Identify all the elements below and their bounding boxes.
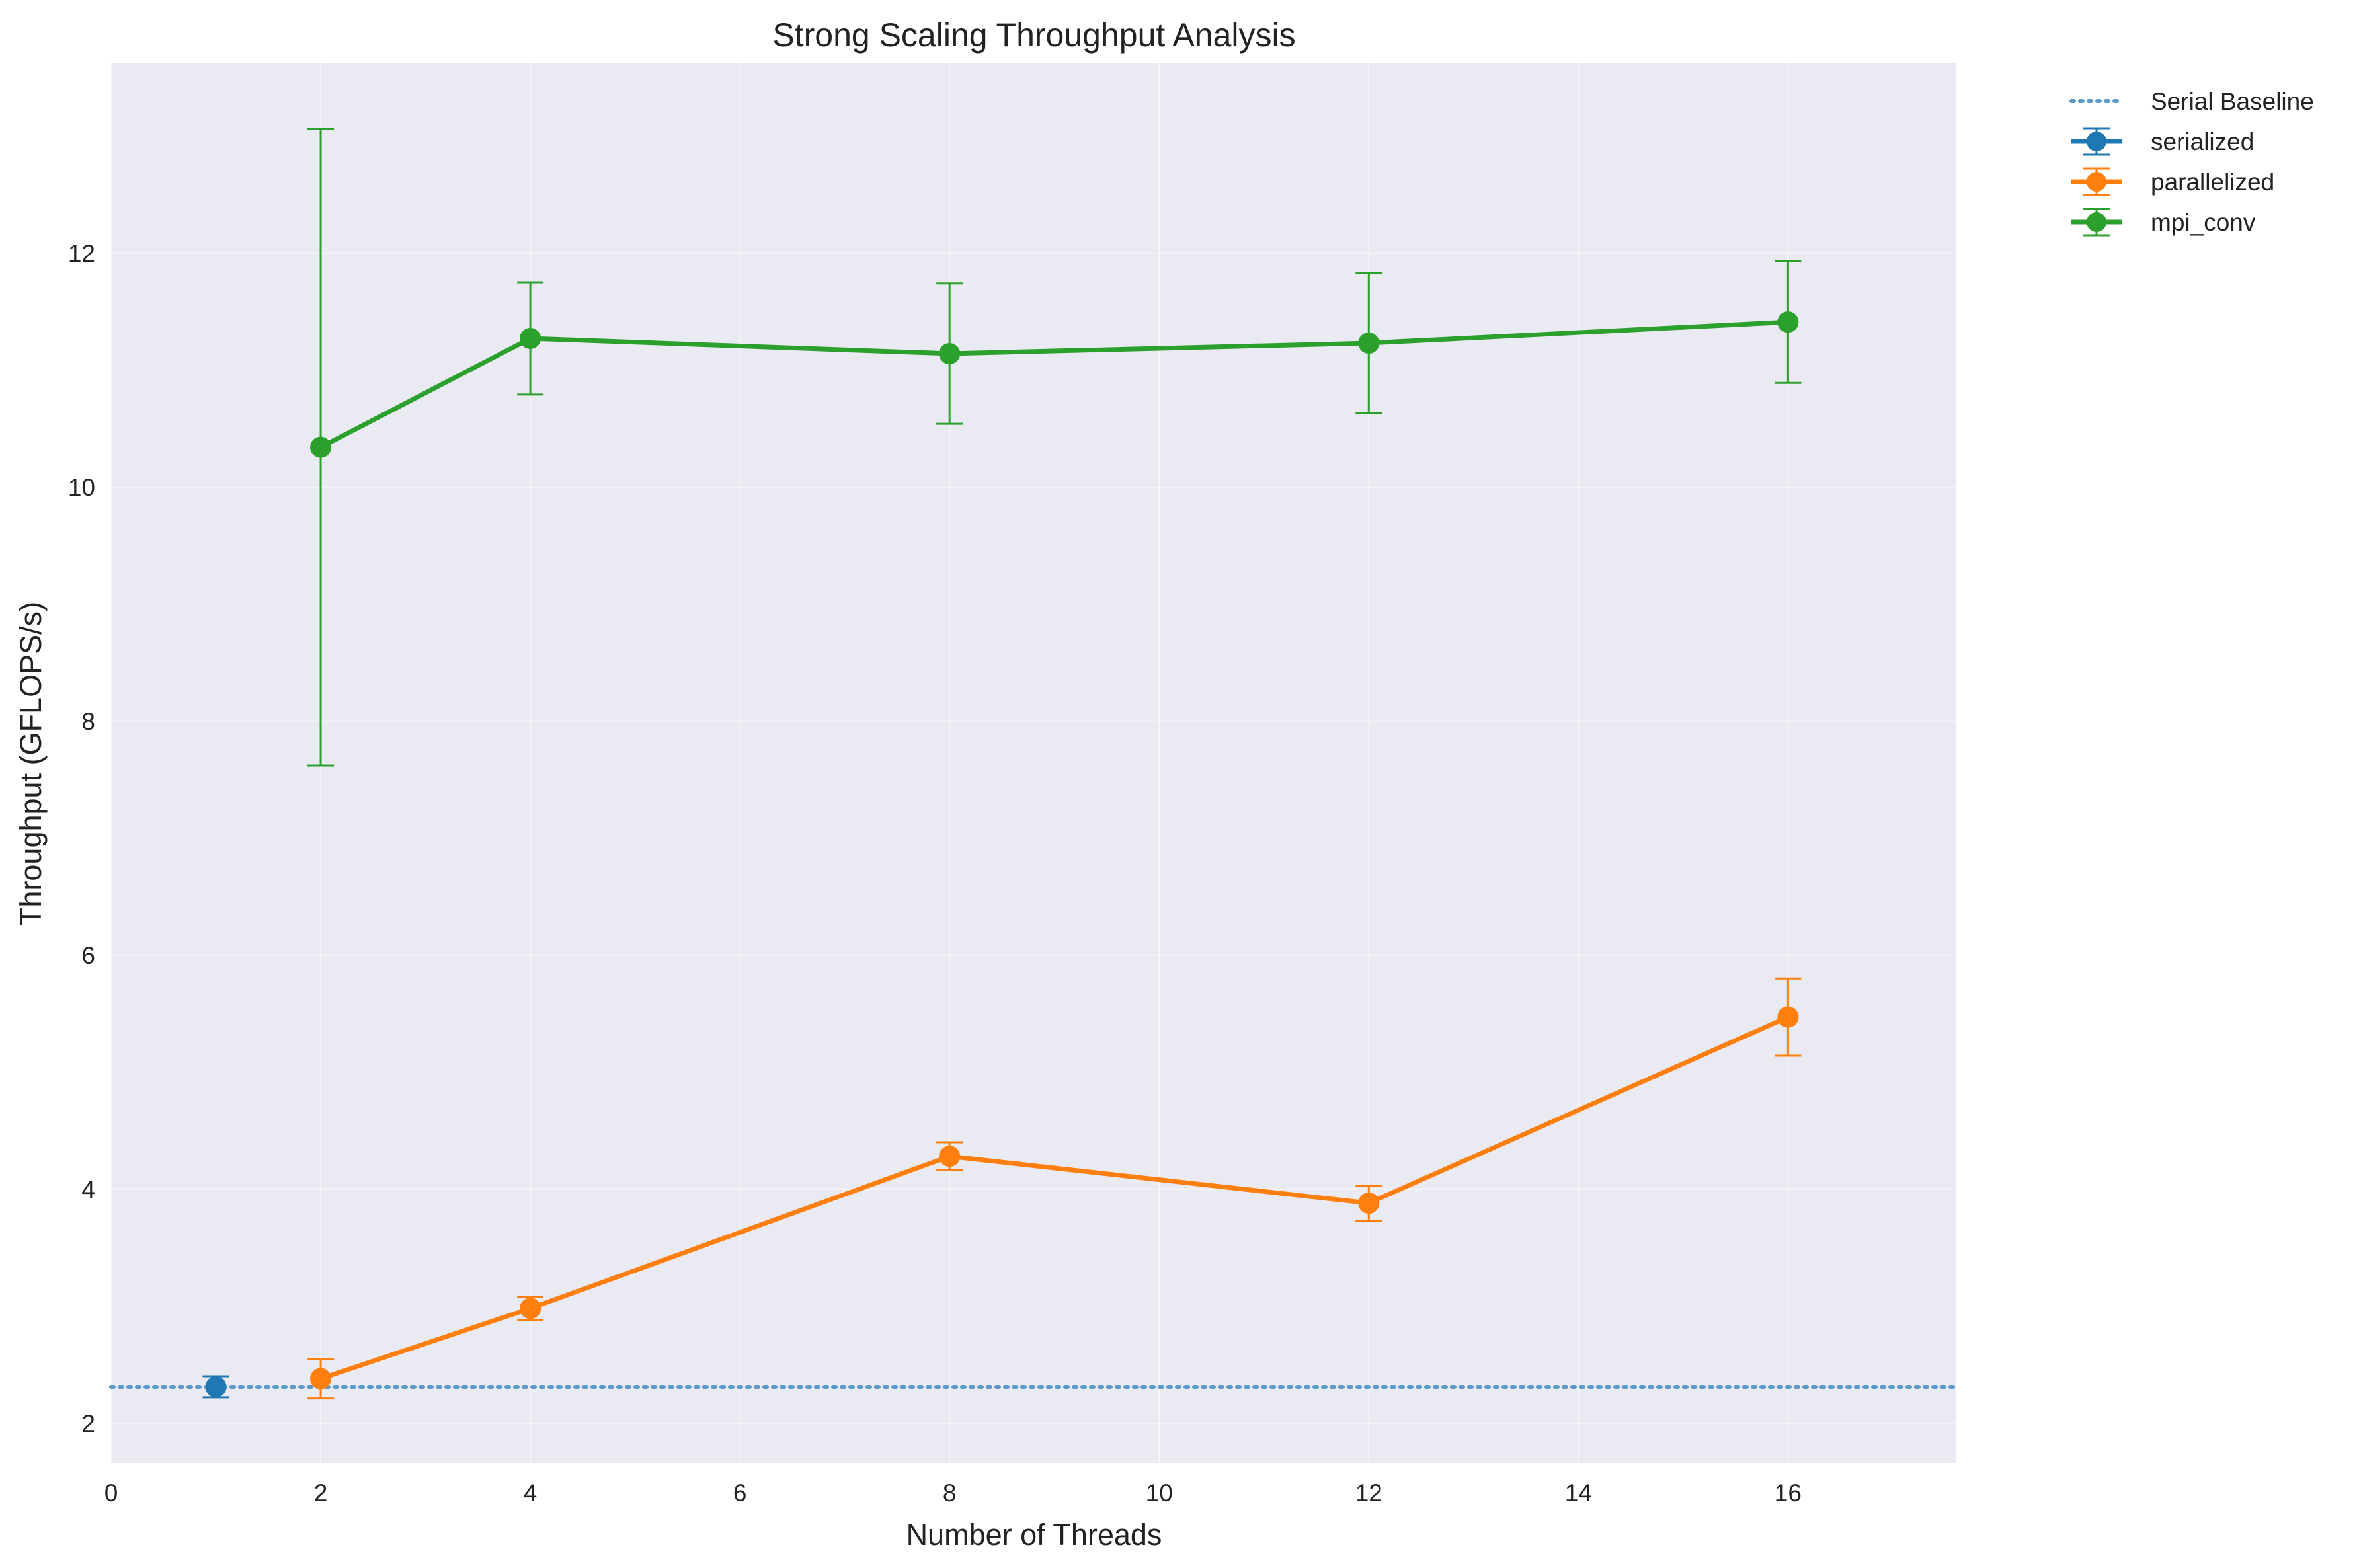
series-parallelized — [307, 977, 1802, 1400]
x-tick-label: 10 — [1146, 1479, 1173, 1507]
legend-swatch-marker — [2087, 132, 2106, 151]
data-point — [310, 436, 332, 458]
data-point — [1777, 311, 1799, 333]
data-point — [520, 1298, 541, 1319]
y-tick-label: 6 — [81, 942, 95, 969]
y-tick-label: 12 — [68, 240, 95, 267]
y-tick-label: 10 — [68, 474, 95, 501]
data-point — [1777, 1006, 1799, 1028]
y-tick-label: 2 — [81, 1410, 95, 1437]
series-mpi-conv — [307, 128, 1802, 767]
data-point — [1358, 333, 1380, 354]
grid-lines — [110, 63, 1956, 1463]
x-axis-label: Number of Threads — [906, 1518, 1162, 1551]
data-point — [205, 1376, 227, 1397]
x-axis-ticks: 0 2 4 6 8 10 12 14 16 — [104, 1479, 1802, 1507]
legend: Serial Baseline serialized parallelized mpi… — [2069, 88, 2314, 237]
data-point — [1358, 1193, 1380, 1214]
x-tick-label: 16 — [1775, 1479, 1802, 1507]
data-point — [310, 1368, 332, 1390]
legend-swatch-marker — [2087, 212, 2106, 232]
y-tick-label: 8 — [81, 708, 95, 735]
legend-label-mpi-conv: mpi_conv — [2151, 209, 2256, 236]
series-layer — [202, 128, 1802, 1400]
x-tick-label: 12 — [1355, 1479, 1382, 1507]
plot-area — [111, 63, 1956, 1463]
y-axis-label: Throughput (GFLOPS/s) — [14, 602, 48, 925]
x-tick-label: 0 — [104, 1479, 118, 1507]
legend-label-parallelized: parallelized — [2151, 169, 2274, 196]
data-point — [939, 1146, 961, 1167]
x-tick-label: 14 — [1565, 1479, 1592, 1507]
legend-label-serialized: serialized — [2151, 128, 2254, 155]
x-tick-label: 4 — [524, 1479, 538, 1507]
data-point — [520, 327, 541, 349]
y-axis-ticks: 2 4 6 8 10 12 — [68, 240, 95, 1437]
x-tick-label: 8 — [943, 1479, 957, 1507]
x-tick-label: 6 — [733, 1479, 747, 1507]
series-serialized — [202, 1375, 229, 1399]
legend-swatch-marker — [2087, 172, 2106, 192]
legend-label-serial-baseline: Serial Baseline — [2151, 88, 2314, 115]
chart-title: Strong Scaling Throughput Analysis — [772, 17, 1295, 54]
y-tick-label: 4 — [81, 1176, 95, 1203]
data-point — [939, 342, 961, 364]
x-tick-label: 2 — [314, 1479, 328, 1507]
